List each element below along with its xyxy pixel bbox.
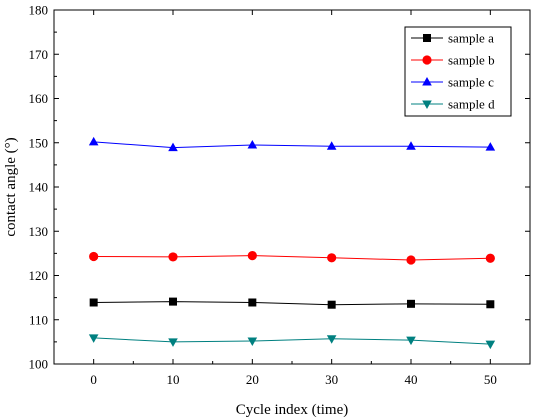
- data-point: [89, 251, 99, 262]
- series-layer: [88, 136, 496, 350]
- y-tick-label: 110: [29, 312, 48, 327]
- series-line: [93, 141, 491, 149]
- legend-marker: [422, 55, 432, 65]
- x-tick-label: 20: [246, 372, 259, 387]
- series-sample-b: [89, 250, 495, 265]
- data-point: [406, 336, 416, 346]
- x-tick-label: 40: [405, 372, 418, 387]
- x-tick-label: 10: [167, 372, 180, 387]
- data-point: [247, 139, 258, 149]
- series-line: [93, 301, 491, 306]
- y-tick-label: 100: [29, 357, 49, 372]
- data-point: [168, 252, 178, 262]
- data-point: [247, 337, 258, 346]
- data-point: [485, 142, 496, 151]
- data-point: [89, 298, 98, 307]
- data-point: [327, 300, 336, 309]
- series-sample-c: [88, 136, 496, 152]
- series-sample-a: [89, 297, 495, 309]
- data-point: [407, 299, 415, 308]
- legend-item: sample d: [411, 97, 495, 112]
- data-point: [169, 297, 177, 306]
- y-tick-label: 130: [29, 224, 49, 239]
- y-tick-label: 150: [29, 135, 49, 150]
- data-point: [406, 141, 416, 150]
- y-tick-label: 160: [29, 91, 49, 106]
- x-axis-ticks: 0 10 20 30 40 50: [53, 10, 497, 387]
- legend-marker: [423, 34, 431, 42]
- y-tick-label: 120: [29, 268, 49, 283]
- legend-marker: [422, 77, 432, 86]
- legend-label: sample a: [448, 31, 494, 46]
- data-point: [326, 141, 337, 150]
- y-tick-label: 170: [29, 47, 49, 62]
- data-point: [168, 142, 178, 152]
- legend-label: sample c: [448, 75, 494, 90]
- data-point: [485, 340, 496, 350]
- y-tick-label: 180: [29, 3, 49, 18]
- legend-item: sample b: [411, 53, 495, 68]
- legend-label: sample d: [448, 97, 495, 112]
- data-point: [88, 136, 99, 146]
- y-tick-label: 140: [29, 180, 49, 195]
- data-point: [247, 250, 257, 261]
- y-axis-label: contact angle (°): [3, 137, 19, 236]
- data-point: [327, 253, 337, 263]
- data-point: [485, 253, 495, 263]
- data-point: [326, 335, 337, 344]
- legend-item: sample c: [411, 75, 494, 90]
- legend-marker: [422, 100, 432, 109]
- data-point: [88, 334, 99, 343]
- legend-label: sample b: [448, 53, 495, 68]
- legend-item: sample a: [411, 31, 494, 46]
- series-line: [93, 255, 491, 261]
- data-point: [168, 338, 178, 347]
- series-sample-d: [88, 334, 496, 350]
- legend: sample a sample b sample c sample d: [404, 26, 512, 117]
- data-point: [248, 298, 257, 307]
- x-tick-label: 30: [325, 372, 338, 387]
- x-tick-label: 0: [90, 372, 97, 387]
- series-line: [93, 337, 491, 345]
- data-point: [486, 300, 495, 309]
- y-axis-ticks: 100 110 120 130 140 150 160 170 180: [29, 3, 530, 372]
- x-tick-label: 50: [484, 372, 497, 387]
- x-axis-label: Cycle index (time): [236, 402, 348, 418]
- data-point: [406, 255, 416, 265]
